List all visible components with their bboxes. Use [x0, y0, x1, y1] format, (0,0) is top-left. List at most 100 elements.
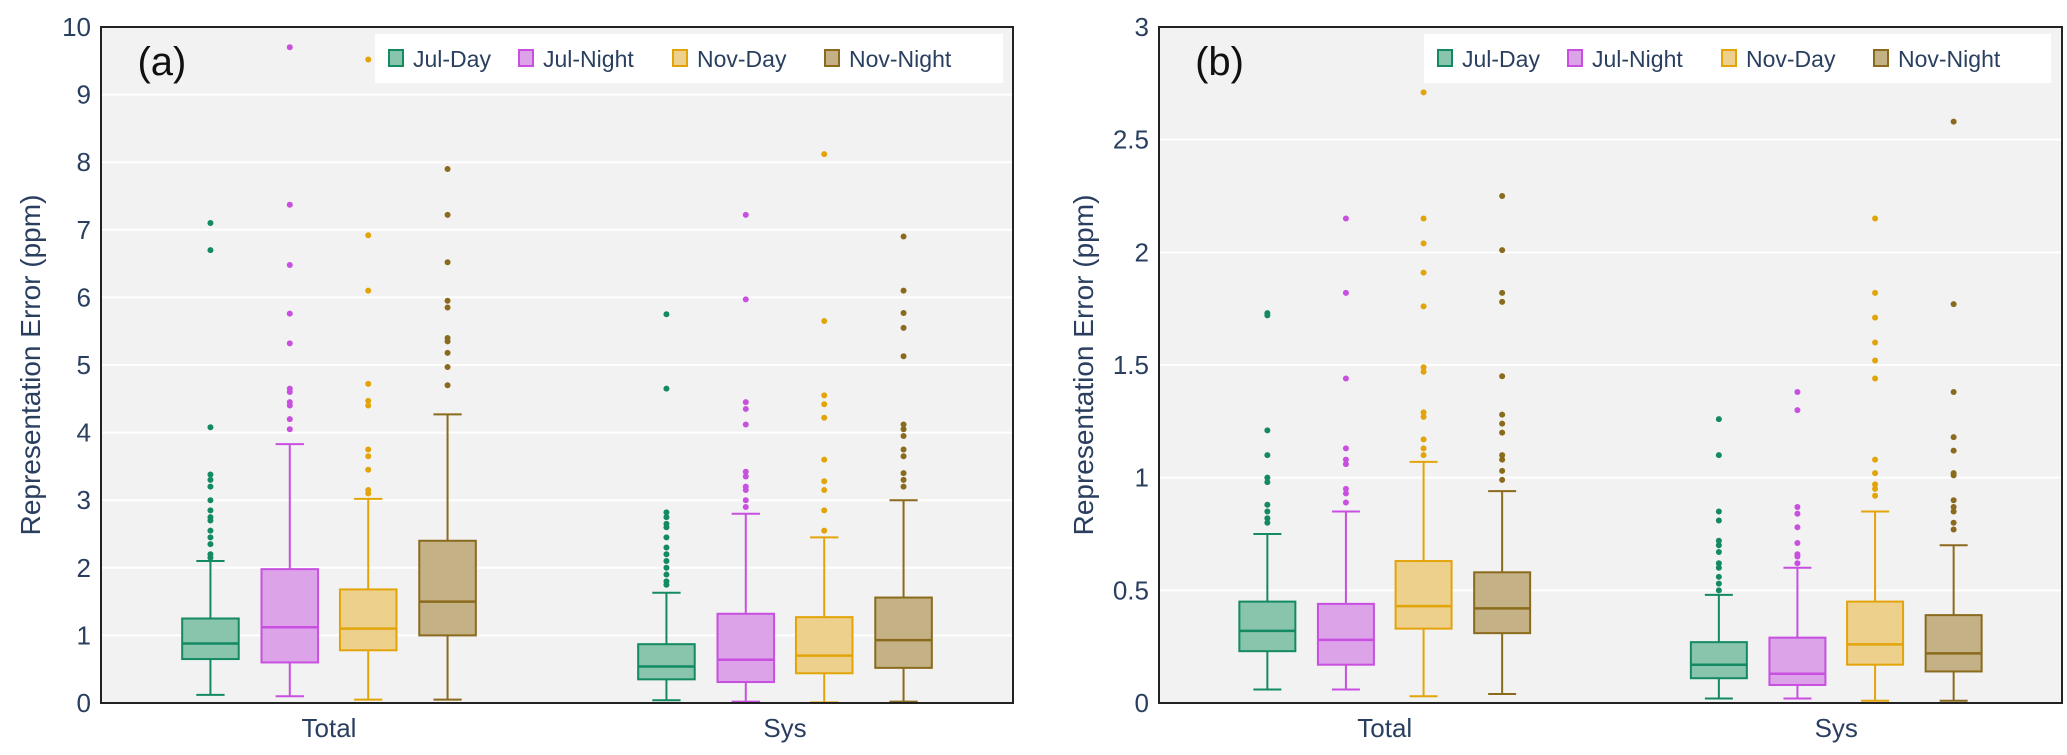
outlier-point	[742, 405, 749, 412]
outlier-point	[663, 578, 670, 585]
outlier-point	[900, 426, 907, 433]
outlier-point	[1499, 373, 1506, 380]
outlier-point	[207, 534, 214, 541]
outlier-point	[1342, 485, 1349, 492]
outlier-point	[1715, 573, 1722, 580]
outlier-point	[1342, 456, 1349, 463]
outlier-point	[1950, 508, 1957, 515]
outlier-point	[1715, 452, 1722, 459]
outlier-point	[900, 483, 907, 490]
outlier-point	[207, 220, 214, 227]
box-nov-day-total	[338, 56, 398, 701]
legend-item-nov-day: Nov-Day	[672, 46, 787, 72]
outlier-point	[1264, 427, 1271, 434]
outlier-point	[207, 507, 214, 514]
outlier-point	[1420, 215, 1427, 222]
outlier-point	[1872, 375, 1879, 382]
outlier-point	[1342, 445, 1349, 452]
outlier-point	[207, 541, 214, 548]
panel-label: (b)	[1195, 40, 1244, 84]
outlier-point	[1420, 409, 1427, 416]
outlier-point	[365, 56, 372, 63]
outlier-point	[444, 297, 451, 304]
legend-label: Jul-Day	[413, 46, 491, 72]
outlier-point	[1950, 497, 1957, 504]
box-iqr	[716, 612, 776, 684]
outlier-point	[1950, 301, 1957, 308]
outlier-point	[663, 534, 670, 541]
legend-item-jul-night: Jul-Night	[518, 46, 634, 72]
outlier-point	[286, 310, 293, 317]
outlier-point	[207, 471, 214, 478]
legend-label: Jul-Day	[1462, 46, 1540, 72]
legend: Jul-Day Jul-Night Nov-Day Nov-Night	[375, 34, 1003, 83]
outlier-point	[1715, 508, 1722, 515]
legend-label: Nov-Night	[1898, 46, 2001, 72]
box-jul-day-total	[1238, 310, 1297, 691]
outlier-point	[1420, 452, 1427, 459]
outlier-point	[900, 324, 907, 331]
outlier-point	[1872, 314, 1879, 321]
outlier-point	[1420, 364, 1427, 371]
outlier-point	[1872, 456, 1879, 463]
outlier-point	[365, 402, 372, 409]
outlier-point	[821, 456, 828, 463]
outlier-point	[1950, 447, 1957, 454]
legend-item-nov-night: Nov-Night	[1873, 46, 2001, 72]
outlier-point	[1342, 215, 1349, 222]
outlier-point	[207, 247, 214, 254]
legend-label: Jul-Night	[543, 46, 634, 72]
box-nov-night-total	[1473, 193, 1532, 695]
box-iqr	[1394, 560, 1453, 630]
y-tick-label: 0	[1135, 688, 1149, 718]
outlier-point	[207, 551, 214, 558]
outlier-point	[1342, 499, 1349, 506]
outlier-point	[1342, 490, 1349, 497]
x-tick-label: Total	[302, 713, 357, 743]
legend-swatch	[518, 49, 534, 67]
outlier-point	[821, 478, 828, 485]
outlier-point	[1499, 289, 1506, 296]
outlier-point	[1499, 411, 1506, 418]
outlier-point	[1794, 503, 1801, 510]
box-jul-day-sys	[1689, 416, 1748, 700]
outlier-point	[444, 259, 451, 266]
outlier-point	[1715, 560, 1722, 567]
outlier-point	[1715, 549, 1722, 556]
outlier-point	[1264, 479, 1271, 486]
outlier-point	[365, 446, 372, 453]
outlier-point	[900, 353, 907, 360]
outlier-point	[663, 571, 670, 578]
outlier-point	[821, 507, 828, 514]
y-tick-label: 8	[77, 147, 91, 177]
legend-item-nov-day: Nov-Day	[1721, 46, 1836, 72]
legend-item-nov-night: Nov-Night	[824, 46, 952, 72]
outlier-point	[207, 483, 214, 490]
outlier-point	[742, 211, 749, 218]
outlier-point	[821, 487, 828, 494]
outlier-point	[1499, 247, 1506, 254]
legend-label: Nov-Night	[849, 46, 952, 72]
plot-frame	[100, 26, 1014, 704]
outlier-point	[663, 385, 670, 392]
outlier-point	[663, 558, 670, 565]
outlier-point	[1420, 89, 1427, 96]
x-tick-label: Total	[1357, 713, 1412, 743]
y-tick-label: 9	[77, 80, 91, 110]
outlier-point	[286, 44, 293, 51]
box-iqr	[1924, 614, 1983, 673]
outlier-point	[663, 544, 670, 551]
outlier-point	[1950, 389, 1957, 396]
outlier-point	[207, 527, 214, 534]
outlier-point	[663, 514, 670, 521]
outlier-point	[1950, 470, 1957, 477]
outlier-point	[286, 340, 293, 347]
outlier-point	[663, 551, 670, 558]
outlier-point	[1499, 476, 1506, 483]
box-iqr	[1846, 600, 1905, 666]
y-tick-label: 0.5	[1113, 575, 1149, 605]
outlier-point	[1264, 310, 1271, 317]
y-tick-label: 0	[77, 688, 91, 718]
y-tick-label: 3	[77, 485, 91, 515]
box-jul-night-total	[260, 44, 320, 698]
